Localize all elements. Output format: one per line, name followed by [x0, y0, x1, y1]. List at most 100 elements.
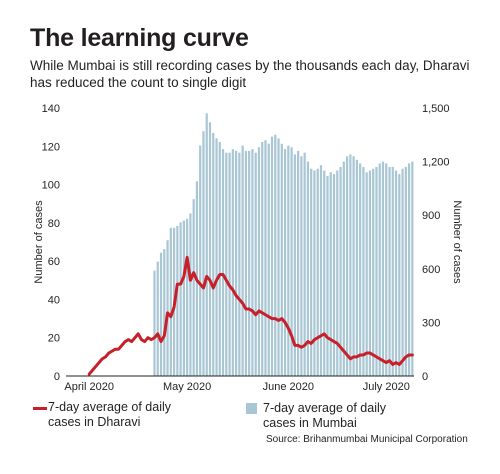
mumbai-bar [221, 149, 225, 376]
mumbai-bar [303, 152, 306, 376]
mumbai-bar [202, 131, 205, 376]
left-tick-label: 40 [48, 294, 60, 306]
mumbai-bar [316, 168, 319, 376]
mumbai-bar [381, 161, 385, 376]
mumbai-bar [228, 152, 231, 376]
mumbai-bar [270, 136, 274, 376]
mumbai-bar [215, 138, 218, 376]
right-tick-label: 0 [422, 371, 428, 383]
mumbai-bar [388, 166, 391, 376]
mumbai-bar [404, 166, 407, 376]
mumbai-bar [332, 174, 336, 376]
left-tick-label: 80 [48, 218, 60, 230]
mumbai-bar [290, 147, 293, 376]
mumbai-bar [251, 149, 254, 376]
mumbai-bar [306, 161, 310, 376]
mumbai-bar [238, 152, 241, 376]
x-tick-label: June 2020 [263, 381, 314, 393]
x-tick-label: April 2020 [64, 381, 114, 393]
right-tick-label: 1,500 [422, 103, 450, 115]
mumbai-bar [407, 163, 411, 376]
x-tick-label: May 2020 [163, 381, 211, 393]
mumbai-bar [378, 163, 381, 376]
mumbai-bar [385, 163, 388, 376]
mumbai-bar [349, 154, 352, 376]
mumbai-bar [352, 156, 355, 376]
mumbai-bar [293, 154, 296, 376]
mumbai-bar [329, 172, 332, 376]
x-tick-label: July 2020 [363, 381, 410, 393]
mumbai-bar [300, 156, 303, 376]
mumbai-bar [283, 149, 287, 376]
left-tick-label: 140 [42, 103, 60, 115]
right-tick-label: 1,200 [422, 157, 450, 169]
mumbai-bar [401, 168, 404, 376]
mumbai-bar [297, 150, 300, 376]
mumbai-bar [342, 161, 345, 376]
mumbai-bar [365, 172, 368, 376]
mumbai-bar [359, 163, 362, 376]
left-tick-label: 120 [42, 141, 60, 153]
mumbai-bar [176, 225, 179, 376]
mumbai-bar [225, 152, 228, 376]
mumbai-bar [372, 168, 375, 376]
mumbai-bar [169, 227, 172, 376]
mumbai-bar [208, 122, 212, 376]
mumbai-bar [192, 199, 195, 376]
mumbai-bar [254, 152, 257, 376]
right-axis-title: Number of cases [451, 200, 463, 284]
mumbai-bar [326, 175, 329, 376]
mumbai-bar [277, 138, 280, 376]
mumbai-bar [264, 140, 267, 376]
mumbai-bar [411, 161, 414, 376]
mumbai-bar [287, 145, 290, 376]
mumbai-bar [267, 143, 270, 376]
mumbai-bar [394, 170, 398, 376]
mumbai-bar [186, 218, 189, 376]
mumbai-bar [368, 170, 372, 376]
mumbai-bar [182, 220, 185, 376]
left-tick-label: 0 [54, 371, 60, 383]
mumbai-bar [310, 168, 313, 376]
mumbai-bar [163, 249, 166, 376]
right-tick-label: 900 [422, 210, 440, 222]
right-tick-label: 300 [422, 317, 440, 329]
mumbai-bar [248, 150, 251, 376]
legend-dharavi-label: 7-day average of daily cases in Dharavi [48, 400, 171, 429]
mumbai-bar [323, 170, 326, 376]
chart-subtitle: While Mumbai is still recording cases by… [30, 58, 470, 90]
legend-mumbai-swatch [246, 403, 257, 414]
mumbai-bar [375, 166, 378, 376]
legend-mumbai-label: 7-day average of daily cases in Mumbai [263, 401, 386, 430]
mumbai-bar [241, 145, 244, 376]
left-axis-title: Number of cases [33, 200, 45, 284]
mumbai-bar [362, 166, 365, 376]
right-tick-label: 600 [422, 264, 440, 276]
mumbai-bar [179, 222, 182, 376]
chart-title: The learning curve [30, 24, 249, 52]
mumbai-bar [189, 213, 192, 376]
mumbai-bar [274, 134, 277, 376]
mumbai-bar [205, 113, 208, 377]
source-note: Source: Brihanmumbai Municipal Corporati… [266, 434, 468, 445]
mumbai-bar [199, 145, 202, 376]
legend-dharavi-swatch [33, 407, 47, 410]
mumbai-bar [234, 150, 238, 376]
mumbai-bar [313, 170, 316, 376]
mumbai-bar [212, 133, 215, 376]
left-tick-label: 60 [48, 256, 60, 268]
mumbai-bar [339, 166, 342, 376]
mumbai-bar [261, 141, 264, 376]
mumbai-bar [336, 170, 339, 376]
dharavi-line [87, 255, 414, 376]
mumbai-bar [391, 166, 394, 376]
mumbai-bar [166, 240, 169, 376]
left-tick-label: 100 [42, 180, 60, 192]
mumbai-bar [156, 261, 159, 376]
left-tick-label: 20 [48, 333, 60, 345]
mumbai-bar [345, 156, 349, 376]
mumbai-bar [159, 252, 163, 376]
mumbai-bar [218, 141, 221, 376]
mumbai-bar [244, 150, 248, 376]
